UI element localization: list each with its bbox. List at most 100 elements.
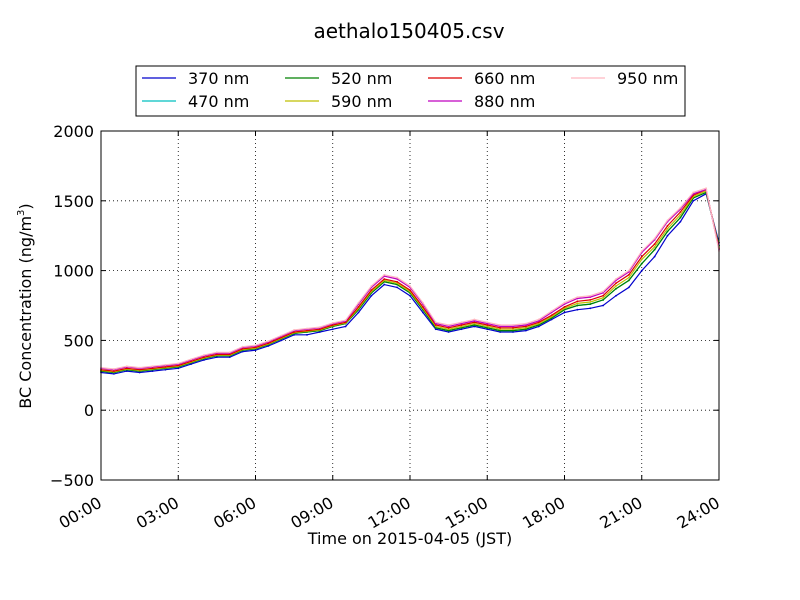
data-point-590-nm [679,213,682,216]
data-point-370-nm [409,294,411,297]
data-point-950-nm [331,322,334,324]
data-point-370-nm [177,367,180,370]
data-point-370-nm [370,294,373,297]
data-point-370-nm [306,333,308,336]
data-point-590-nm [524,326,527,329]
data-point-950-nm [396,276,399,279]
y-tick-label: 500 [63,331,94,350]
data-point-590-nm [512,328,514,331]
data-point-950-nm [692,191,695,194]
data-point-660-nm [512,326,514,329]
data-point-660-nm [473,321,476,324]
data-point-880-nm [447,325,450,328]
data-point-950-nm [138,366,141,369]
data-point-950-nm [550,310,553,312]
data-point-660-nm [203,356,205,359]
data-point-950-nm [383,273,386,276]
data-point-590-nm [447,328,450,331]
data-point-660-nm [434,324,437,326]
data-point-590-nm [615,285,617,287]
data-point-660-nm [460,324,463,326]
data-point-950-nm [370,285,373,287]
data-point-370-nm [460,328,463,331]
data-point-660-nm [409,289,411,292]
data-point-950-nm [215,351,218,354]
data-point-370-nm [267,345,270,347]
data-point-370-nm [331,328,334,331]
data-point-370-nm [280,339,283,342]
data-point-520-nm [627,279,630,282]
data-point-520-nm [653,248,656,251]
data-point-590-nm [499,328,502,331]
data-point-520-nm [640,262,643,265]
data-point-950-nm [228,351,231,354]
data-point-660-nm [627,273,630,276]
data-point-660-nm [576,300,579,303]
data-point-370-nm [421,311,424,314]
data-point-660-nm [177,364,180,367]
data-point-590-nm [486,325,489,328]
x-axis-label: Time on 2015-04-05 (JST) [307,529,512,548]
data-point-950-nm [615,278,617,280]
series-lines [100,187,720,375]
data-point-660-nm [679,211,682,213]
data-point-950-nm [434,321,437,324]
data-point-950-nm [473,318,476,321]
data-point-660-nm [151,367,154,370]
data-point-950-nm [460,321,463,324]
data-point-370-nm [112,373,115,375]
data-point-950-nm [344,319,347,322]
data-point-950-nm [151,365,154,368]
data-point-950-nm [125,365,128,368]
data-point-590-nm [627,276,630,279]
data-point-660-nm [421,305,424,308]
data-point-370-nm [627,286,630,289]
data-point-660-nm [241,347,244,350]
data-point-370-nm [473,325,476,328]
data-point-660-nm [653,243,656,245]
data-point-370-nm [640,269,643,272]
data-point-520-nm [473,324,476,326]
data-point-880-nm [434,322,437,325]
legend-label: 520 nm [331,69,392,88]
data-point-370-nm [344,325,347,328]
data-point-370-nm [357,311,360,314]
legend-box [135,65,686,117]
data-point-950-nm [421,301,424,304]
data-point-370-nm [293,333,296,336]
chart-title: aethalo150405.csv [313,19,504,43]
data-point-370-nm [125,370,128,373]
data-point-660-nm [164,366,167,368]
data-point-370-nm [190,363,193,366]
data-point-520-nm [537,324,540,326]
data-point-370-nm [653,255,656,258]
data-point-520-nm [499,329,502,332]
data-point-660-nm [563,305,566,308]
data-point-880-nm [486,322,489,325]
data-point-370-nm [215,356,218,359]
legend: 370 nm 470 nm 520 nm 590 nm 660 nm 880 nm 950 … [135,65,686,117]
data-point-660-nm [306,329,308,332]
y-tick-label: 2000 [53,122,94,141]
y-tick-label: 0 [84,401,94,420]
legend-label: 370 nm [188,69,249,88]
data-point-590-nm [434,325,437,328]
data-point-520-nm [602,299,605,301]
data-point-660-nm [524,325,527,328]
data-point-660-nm [190,360,193,363]
data-point-950-nm [280,334,283,337]
data-point-950-nm [576,296,579,299]
data-point-880-nm [589,296,592,299]
data-point-590-nm [537,322,540,325]
data-point-660-nm [228,353,231,356]
data-point-950-nm [318,326,321,329]
legend-label: 660 nm [474,69,535,88]
data-point-370-nm [499,331,502,333]
data-point-370-nm [486,328,489,331]
data-point-370-nm [151,370,154,373]
y-tick-label: 1500 [53,192,94,211]
data-point-660-nm [138,368,141,371]
data-point-660-nm [254,346,257,349]
data-point-370-nm [447,331,450,333]
data-point-880-nm [524,324,527,326]
